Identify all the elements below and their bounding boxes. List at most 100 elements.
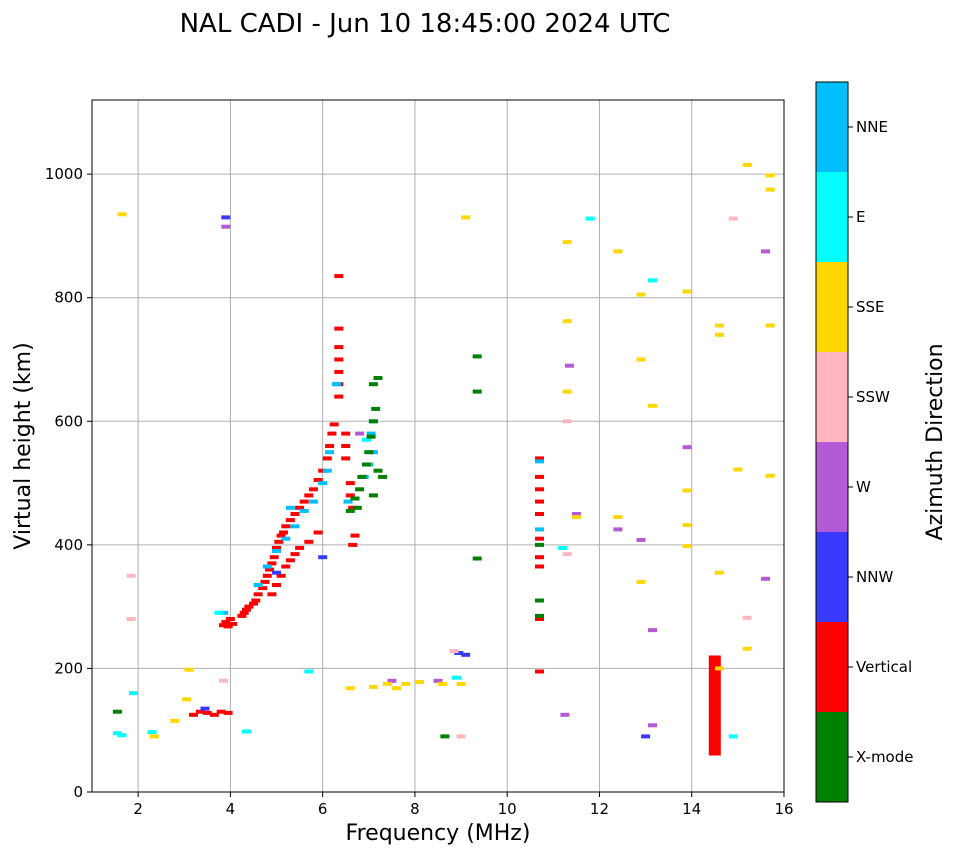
data-point-w: [613, 527, 623, 532]
data-point-sse: [562, 319, 572, 324]
data-point-vertical: [267, 592, 277, 597]
data-point-w: [387, 678, 397, 683]
y-tick-label: 400: [54, 536, 83, 554]
data-point-sse: [382, 681, 392, 686]
data-point-vertical: [334, 274, 344, 279]
data-point-nne: [272, 549, 281, 553]
data-point-sse: [636, 357, 646, 362]
y-axis-ticks: 0 200 400 600 800 1000: [45, 165, 92, 801]
data-point-vertical: [276, 573, 286, 578]
data-point-vertical: [341, 444, 351, 448]
data-point-vertical: [334, 326, 344, 331]
data-point-x-mode: [350, 496, 360, 501]
data-point-vertical: [285, 558, 295, 563]
data-point-e: [452, 675, 461, 680]
data-point-vertical: [535, 564, 544, 569]
data-point-x-mode: [535, 598, 544, 603]
data-point-sse: [562, 389, 572, 394]
data-point-e: [558, 545, 568, 550]
data-point-sse: [714, 570, 724, 575]
data-point-w: [433, 678, 443, 683]
data-point-nne: [281, 536, 291, 541]
data-point-sse: [401, 681, 411, 686]
data-point-x-mode: [364, 450, 374, 455]
data-point-vertical: [345, 493, 355, 498]
data-point-sse: [714, 332, 724, 337]
colorbar-label: Azimuth Direction: [923, 343, 948, 540]
data-point-sse: [392, 686, 401, 691]
data-point-e: [585, 216, 595, 221]
chart-title: NAL CADI - Jun 10 18:45:00 2024 UTC: [180, 9, 671, 39]
x-axis-ticks: 2 4 6 8 10 12 14 16: [133, 792, 794, 818]
data-point-sse: [149, 734, 159, 739]
data-marks: [112, 162, 775, 756]
data-point-e: [214, 610, 224, 615]
data-point-sse: [461, 215, 471, 220]
data-point-w: [221, 224, 231, 229]
data-point-vertical: [219, 623, 228, 628]
data-point-e: [728, 734, 738, 739]
data-point-e: [304, 669, 314, 674]
data-point-sse: [742, 162, 752, 167]
data-point-vertical: [272, 545, 281, 550]
x-tick-label: 6: [318, 800, 328, 818]
data-point-vertical: [708, 655, 721, 756]
x-axis-label: Frequency (MHz): [346, 821, 531, 846]
data-point-vertical: [189, 712, 198, 717]
data-point-vertical: [295, 505, 305, 510]
data-point-w: [565, 363, 574, 368]
data-point-nnw: [641, 734, 651, 739]
data-point-x-mode: [112, 709, 122, 714]
data-point-vertical: [272, 583, 281, 587]
data-point-vertical: [223, 710, 233, 715]
data-point-w: [761, 576, 770, 581]
data-point-vertical: [274, 539, 284, 544]
data-point-x-mode: [535, 542, 544, 547]
data-point-x-mode: [373, 376, 383, 380]
colorbar: X-mode Vertical NNW W SSW SSE E NNE: [815, 81, 913, 803]
data-point-x-mode: [472, 556, 482, 561]
x-tick-label: 10: [498, 800, 517, 818]
data-point-vertical: [535, 456, 544, 461]
data-point-e: [129, 691, 138, 696]
data-point-e: [648, 278, 657, 283]
data-point-vertical: [239, 610, 249, 615]
colorbar-tick-label: X-mode: [856, 748, 913, 766]
data-point-vertical: [281, 524, 291, 529]
data-point-w: [761, 249, 770, 254]
data-point-sse: [184, 667, 194, 672]
data-point-sse: [613, 515, 623, 520]
data-point-ssw: [728, 216, 738, 221]
x-tick-label: 12: [590, 800, 609, 818]
x-tick-label: 8: [410, 800, 420, 818]
data-point-ssw: [456, 734, 466, 739]
colorbar-swatch: [816, 622, 848, 712]
data-point-nne: [332, 382, 341, 387]
data-point-sse: [368, 685, 378, 689]
data-point-sse: [636, 579, 646, 584]
data-point-ssw: [449, 649, 459, 654]
data-point-vertical: [329, 422, 339, 427]
x-tick-label: 2: [133, 800, 143, 818]
data-point-vertical: [267, 561, 277, 566]
data-point-sse: [571, 515, 581, 520]
colorbar-tick-label: W: [856, 478, 871, 496]
data-point-vertical: [285, 518, 295, 523]
colorbar-swatch: [816, 712, 848, 802]
data-point-ssw: [126, 617, 136, 621]
data-point-vertical: [251, 598, 261, 603]
data-point-vertical: [325, 444, 335, 448]
data-point-vertical: [244, 604, 254, 609]
data-point-ssw: [219, 678, 228, 683]
data-point-vertical: [202, 710, 212, 715]
data-point-vertical: [290, 512, 300, 516]
data-point-ssw: [126, 573, 136, 578]
data-point-nne: [318, 481, 328, 486]
colorbar-tick-label: Vertical: [856, 658, 912, 676]
data-point-ssw: [562, 552, 572, 557]
data-point-vertical: [290, 552, 300, 557]
data-point-nne: [285, 505, 295, 510]
data-point-sse: [742, 646, 752, 651]
y-axis-label: Virtual height (km): [11, 342, 36, 549]
data-point-x-mode: [368, 419, 378, 424]
